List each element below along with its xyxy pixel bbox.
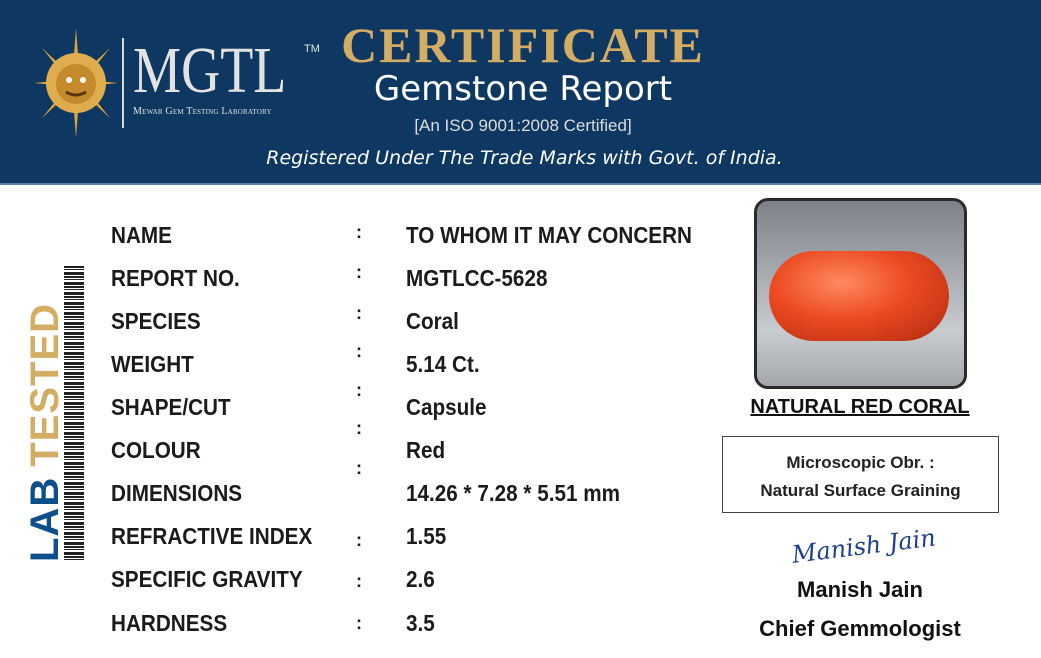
field-separator: : [356, 341, 362, 361]
signature: Manish Jain [789, 523, 937, 568]
sun-face-logo-icon [34, 28, 118, 138]
field-value: 5.14 Ct. [406, 351, 480, 377]
field-value: Red [406, 437, 446, 463]
field-value: Capsule [406, 394, 487, 420]
registered-note: Registered Under The Trade Marks with Go… [266, 147, 783, 169]
microscopic-observation-box: Microscopic Obr. : Natural Surface Grain… [722, 436, 999, 513]
field-separator: : [356, 418, 362, 438]
certificate-header: MGTL TM Mewar Gem Testing Laboratory CER… [0, 0, 1041, 185]
field-value: 2.6 [406, 566, 435, 592]
field-separator: : [356, 530, 362, 550]
signature-text: Manish Jain [789, 523, 937, 568]
field-separator: : [356, 380, 362, 400]
lab-word: LAB [26, 477, 62, 562]
field-value: 3.5 [406, 610, 435, 636]
micro-value: Natural Surface Graining [760, 481, 961, 500]
certificate-title: CERTIFICATE [341, 17, 705, 73]
field-value: 14.26 * 7.28 * 5.51 mm [406, 480, 621, 506]
field-label: COLOUR [111, 437, 201, 463]
svg-text:LABTESTED: LAB TESTED [26, 303, 62, 562]
field-label: REFRACTIVE INDEX [111, 523, 313, 549]
field-label: SPECIFIC GRAVITY [111, 566, 303, 592]
field-separator: : [356, 262, 362, 282]
micro-label: Microscopic Obr. : [786, 453, 935, 472]
report-subtitle: Gemstone Report [373, 69, 673, 109]
lab-name: Mewar Gem Testing Laboratory [133, 106, 272, 117]
field-separator: : [356, 222, 362, 242]
field-separator: : [356, 613, 362, 633]
field-label: DIMENSIONS [111, 480, 243, 506]
field-label: SHAPE/CUT [111, 394, 231, 420]
logo-divider [122, 38, 124, 128]
field-value: MGTLCC-5628 [406, 265, 548, 291]
field-value: Coral [406, 308, 459, 334]
signatory-name: Manish Jain [797, 577, 923, 602]
gem-caption: NATURAL RED CORAL [750, 396, 970, 418]
logo-text: MGTL [133, 34, 287, 107]
signatory-title: Chief Gemmologist [759, 616, 961, 641]
field-value: TO WHOM IT MAY CONCERN [406, 222, 692, 248]
field-separator: : [356, 571, 362, 591]
field-separator: : [356, 458, 362, 478]
field-label: NAME [111, 222, 172, 248]
trademark: TM [304, 43, 320, 55]
lab-tested-stamp: LAB TESTED [26, 303, 62, 562]
field-label: SPECIES [111, 308, 201, 334]
tested-word: TESTED [26, 303, 62, 467]
iso-note: [An ISO 9001:2008 Certified] [414, 116, 632, 135]
field-label: HARDNESS [111, 610, 228, 636]
field-label: REPORT NO. [111, 265, 240, 291]
barcode [64, 266, 84, 562]
field-label: WEIGHT [111, 351, 194, 377]
field-value: 1.55 [406, 523, 447, 549]
red-coral-stone [769, 251, 949, 341]
field-separator: : [356, 303, 362, 323]
gemstone-photo [754, 198, 967, 389]
